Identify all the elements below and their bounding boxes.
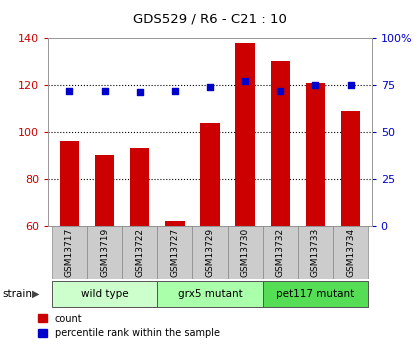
Point — [347, 82, 354, 88]
Point — [66, 88, 73, 93]
Text: GSM13717: GSM13717 — [65, 228, 74, 277]
Text: GDS529 / R6 - C21 : 10: GDS529 / R6 - C21 : 10 — [133, 12, 287, 25]
Legend: count, percentile rank within the sample: count, percentile rank within the sample — [39, 314, 220, 338]
Point — [136, 90, 143, 95]
Text: GSM13733: GSM13733 — [311, 228, 320, 277]
Point — [312, 82, 319, 88]
Text: pet117 mutant: pet117 mutant — [276, 288, 354, 298]
Text: GSM13719: GSM13719 — [100, 228, 109, 277]
Bar — [157, 226, 192, 279]
Text: GSM13729: GSM13729 — [205, 228, 215, 277]
Bar — [236, 43, 255, 345]
Bar — [192, 226, 228, 279]
Text: ▶: ▶ — [32, 289, 39, 299]
Bar — [298, 226, 333, 279]
Bar — [341, 111, 360, 345]
Text: GSM13727: GSM13727 — [171, 228, 179, 277]
Bar — [52, 281, 157, 307]
Point — [242, 78, 249, 84]
Bar — [200, 122, 220, 345]
Point — [171, 88, 178, 93]
Bar — [228, 226, 263, 279]
Bar — [263, 226, 298, 279]
Point — [207, 84, 213, 90]
Bar — [270, 61, 290, 345]
Text: GSM13730: GSM13730 — [241, 228, 249, 277]
Text: grx5 mutant: grx5 mutant — [178, 288, 242, 298]
Point — [277, 88, 284, 93]
Text: GSM13732: GSM13732 — [276, 228, 285, 277]
Text: strain: strain — [2, 289, 32, 299]
Bar — [52, 226, 87, 279]
Text: GSM13722: GSM13722 — [135, 228, 144, 277]
Bar — [263, 281, 368, 307]
Text: wild type: wild type — [81, 288, 129, 298]
Text: GSM13734: GSM13734 — [346, 228, 355, 277]
Bar — [130, 148, 150, 345]
Bar — [306, 82, 325, 345]
Bar — [157, 281, 263, 307]
Bar — [333, 226, 368, 279]
Point — [101, 88, 108, 93]
Bar — [87, 226, 122, 279]
Bar — [122, 226, 157, 279]
Bar — [165, 221, 184, 345]
Bar — [95, 156, 114, 345]
Bar — [60, 141, 79, 345]
